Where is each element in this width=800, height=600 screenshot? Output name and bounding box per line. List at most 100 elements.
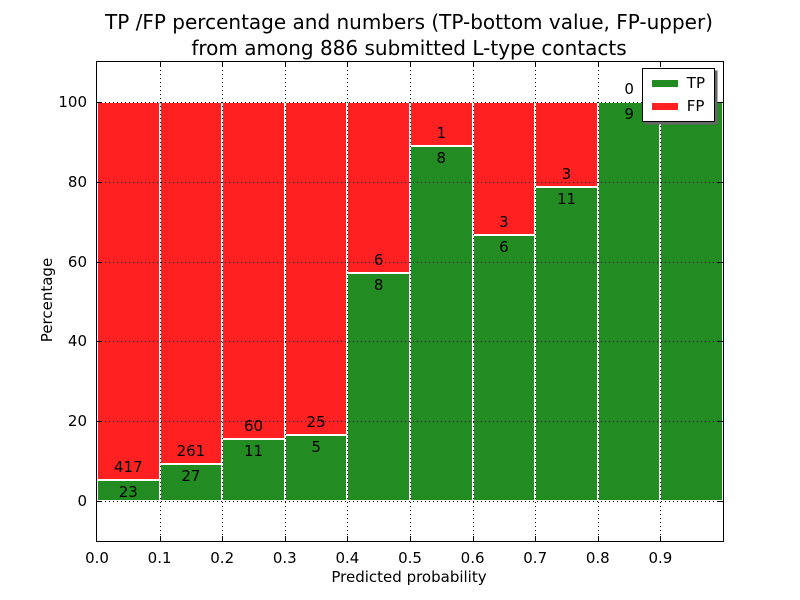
tp-legend-label: TP [686, 74, 705, 92]
x-tick-mark-bottom [222, 536, 224, 541]
y-tick-label: 40 [67, 332, 87, 351]
bar-tp-segment [347, 272, 410, 502]
x-tick-label: 0.1 [147, 549, 172, 567]
tp-count-label: 5 [311, 437, 321, 456]
fp-legend-swatch-icon [651, 103, 678, 110]
tp-count-label: 6 [499, 237, 509, 256]
bar-tp-segment [159, 463, 223, 502]
bar-tp-segment [284, 434, 348, 502]
x-gridline [660, 62, 662, 541]
y-tick-mark-right [718, 501, 723, 503]
x-tick-mark-bottom [410, 536, 411, 541]
y-tick-label: 80 [67, 172, 87, 191]
x-gridline [222, 62, 224, 541]
bar-fp-segment [284, 101, 348, 435]
x-tick-mark-bottom [159, 536, 161, 541]
x-tick-mark-top [159, 62, 161, 67]
x-tick-mark-bottom [284, 536, 286, 541]
tp-count-label: 9 [624, 104, 634, 123]
y-tick-mark-right [718, 101, 723, 103]
tp-legend-swatch-icon [651, 80, 678, 87]
y-tick-label: 60 [67, 252, 87, 271]
bar-tp-segment [410, 146, 473, 502]
x-tick-mark-top [660, 62, 662, 67]
x-gridline [472, 62, 474, 541]
fp-count-label: 60 [243, 417, 264, 436]
y-tick-mark-right [718, 261, 723, 263]
y-tick-mark-left [97, 101, 102, 103]
bar-tp-segment [97, 480, 160, 502]
y-axis-label: Percentage [38, 257, 56, 343]
tp-count-label: 8 [373, 275, 384, 294]
x-gridline [284, 62, 286, 541]
plot-area: TP FP 0.0 0.1 0.2 0.3 0.4 0.5 0.6 0.7 0.8 0.9 0 20 4… [58, 61, 724, 567]
bar-tp-segment [535, 187, 598, 502]
x-tick-mark-bottom [535, 536, 537, 541]
bar-fp-segment [97, 101, 160, 481]
y-gridline [97, 101, 723, 103]
x-tick-label: 0.4 [335, 549, 360, 567]
x-tick-label: 0.3 [272, 549, 297, 567]
x-tick-mark-bottom [660, 536, 662, 541]
fp-count-label: 417 [113, 458, 143, 477]
x-tick-mark-top [222, 62, 224, 67]
fp-count-label: 3 [561, 165, 572, 184]
fp-count-label: 1 [436, 124, 447, 143]
x-tick-mark-bottom [347, 536, 349, 541]
y-gridline [97, 341, 723, 343]
x-tick-mark-top [472, 62, 474, 67]
y-gridline [97, 181, 723, 183]
bar-tp-segment [222, 439, 285, 502]
tp-count-label: 27 [181, 466, 201, 485]
y-gridline [97, 421, 723, 423]
y-tick-mark-right [718, 421, 723, 423]
x-tick-label: 0.8 [585, 549, 610, 567]
x-tick-mark-top [284, 62, 286, 67]
y-gridline [97, 501, 723, 503]
fp-legend-label: FP [686, 97, 705, 115]
y-tick-mark-left [97, 341, 102, 343]
x-tick-mark-top [535, 62, 537, 67]
y-gridline [97, 261, 723, 263]
x-tick-label: 0.0 [85, 549, 109, 567]
x-tick-label: 0.9 [648, 549, 673, 567]
x-tick-label: 0.7 [523, 549, 548, 567]
tp-count-label: 23 [118, 483, 138, 502]
bar-fp-segment [222, 101, 285, 440]
y-tick-mark-right [718, 341, 723, 343]
fp-count-label: 25 [306, 412, 326, 431]
legend-entry-fp: FP [651, 97, 705, 115]
y-tick-label: 20 [67, 412, 87, 431]
y-tick-mark-left [97, 261, 102, 263]
x-tick-label: 0.6 [460, 549, 485, 567]
y-tick-mark-left [97, 421, 102, 423]
x-gridline [347, 62, 349, 541]
tp-count-label: 8 [436, 149, 447, 168]
bar-fp-segment [159, 101, 223, 464]
y-tick-mark-left [97, 501, 102, 503]
x-gridline [410, 62, 411, 541]
x-tick-mark-bottom [472, 536, 474, 541]
tp-count-label: 11 [243, 442, 264, 461]
bar-fp-segment [347, 101, 410, 273]
y-tick-mark-left [97, 181, 102, 183]
x-tick-mark-top [410, 62, 411, 67]
y-tick-label: 100 [58, 92, 87, 111]
bar-tp-segment [660, 101, 723, 502]
chart-title-line2: from among 886 submitted L-type contacts [191, 36, 627, 60]
fp-count-label: 261 [176, 441, 206, 460]
chart-title-line1: TP /FP percentage and numbers (TP-bottom… [105, 10, 713, 34]
x-tick-label: 0.2 [210, 549, 235, 567]
fp-count-label: 6 [373, 251, 384, 269]
tp-count-label: 11 [556, 190, 577, 209]
chart-title: TP /FP percentage and numbers (TP-bottom… [96, 9, 722, 61]
x-gridline [159, 62, 161, 541]
bar-tp-segment [597, 101, 661, 502]
y-tick-label: 0 [77, 492, 87, 511]
legend: TP FP [641, 68, 715, 122]
x-tick-mark-top [597, 62, 599, 67]
x-axis-label: Predicted probability [331, 568, 487, 586]
x-tick-mark-top [347, 62, 349, 67]
bar-tp-segment [472, 234, 536, 502]
